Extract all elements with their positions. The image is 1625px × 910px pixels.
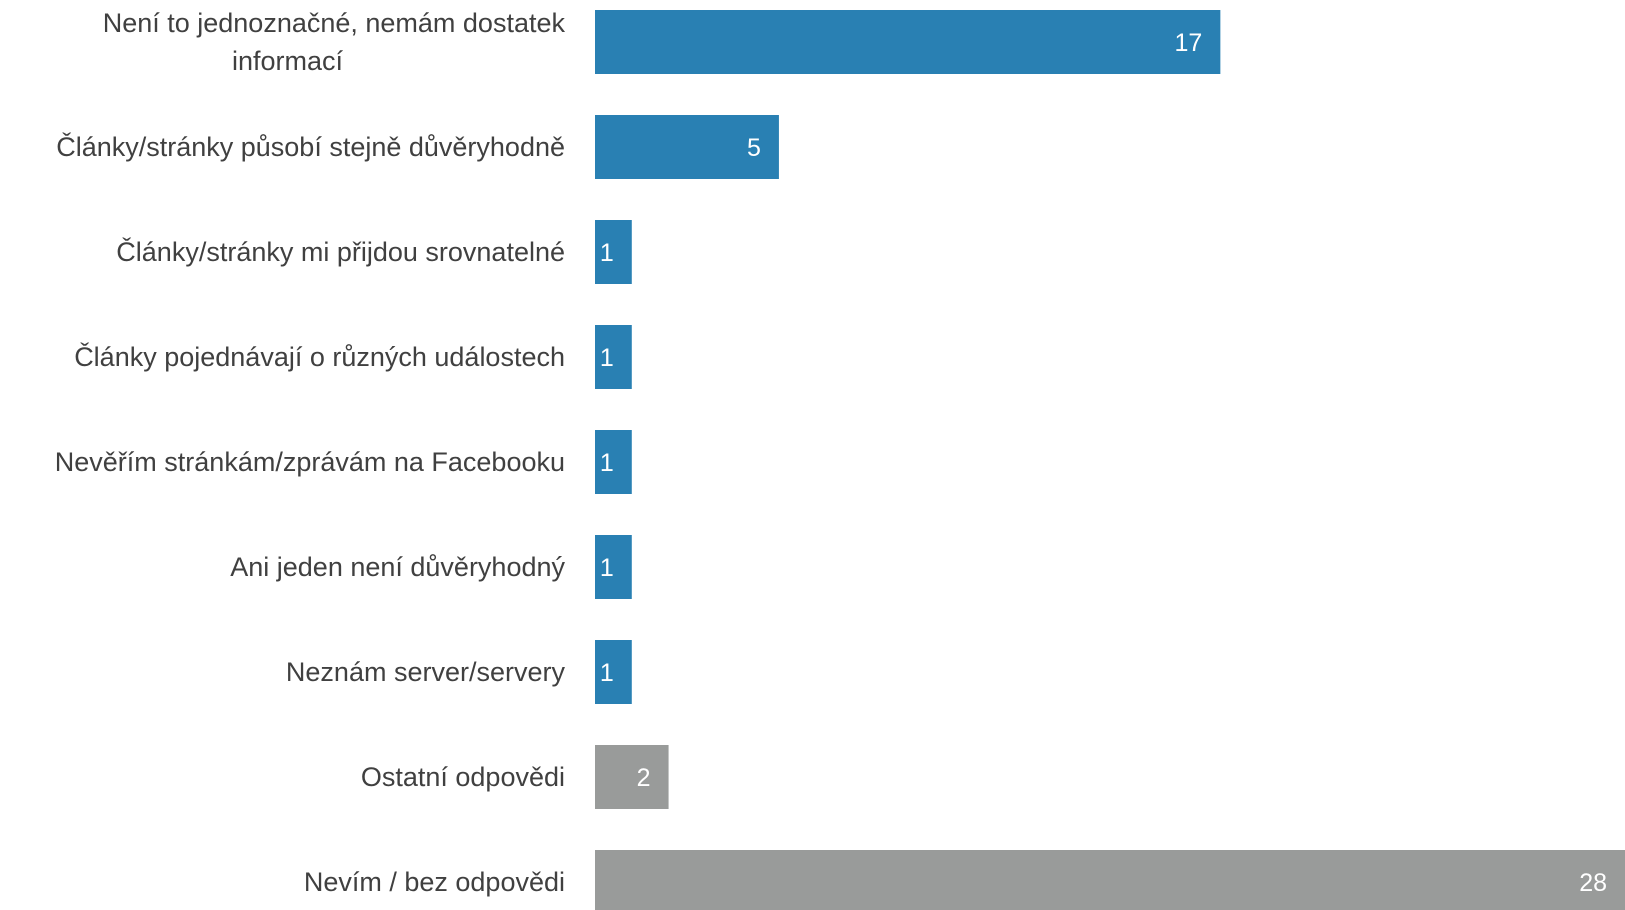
bar: [595, 745, 669, 809]
bar-value-label: 1: [600, 449, 614, 477]
category-label: Ostatní odpovědi: [361, 762, 565, 792]
bars: [595, 10, 1625, 910]
category-label: Ani jeden není důvěryhodný: [230, 552, 565, 582]
bar-value-label: 1: [600, 659, 614, 687]
category-labels: Není to jednoznačné, nemám dostatek infor…: [55, 8, 566, 897]
category-label: Články pojednávají o různých událostech: [74, 341, 565, 372]
category-label: Neznám server/servery: [286, 657, 566, 687]
category-label: Články/stránky mi přijdou srovnatelné: [116, 236, 565, 267]
bar: [595, 850, 1625, 910]
value-labels: 17 5 1 1 1 1 1 2 28: [600, 29, 1607, 897]
bar: [595, 640, 632, 704]
bar: [595, 430, 632, 494]
bar-value-label: 1: [600, 344, 614, 372]
bar-value-label: 1: [600, 554, 614, 582]
bar: [595, 220, 632, 284]
category-label: Nevím / bez odpovědi: [304, 867, 565, 897]
bar: [595, 535, 632, 599]
bar-value-label: 28: [1579, 869, 1607, 897]
category-label: Články/stránky působí stejně důvěryhodně: [56, 131, 565, 162]
category-label: Nevěřím stránkám/zprávám na Facebooku: [55, 447, 565, 477]
bar-value-label: 17: [1175, 29, 1203, 57]
bar: [595, 10, 1221, 74]
bar-value-label: 2: [637, 764, 651, 792]
bar: [595, 325, 632, 389]
category-label: Není to jednoznačné, nemám dostatek infor…: [103, 8, 566, 76]
bar: [595, 115, 779, 179]
bar-value-label: 5: [747, 134, 761, 162]
bar-value-label: 1: [600, 239, 614, 267]
